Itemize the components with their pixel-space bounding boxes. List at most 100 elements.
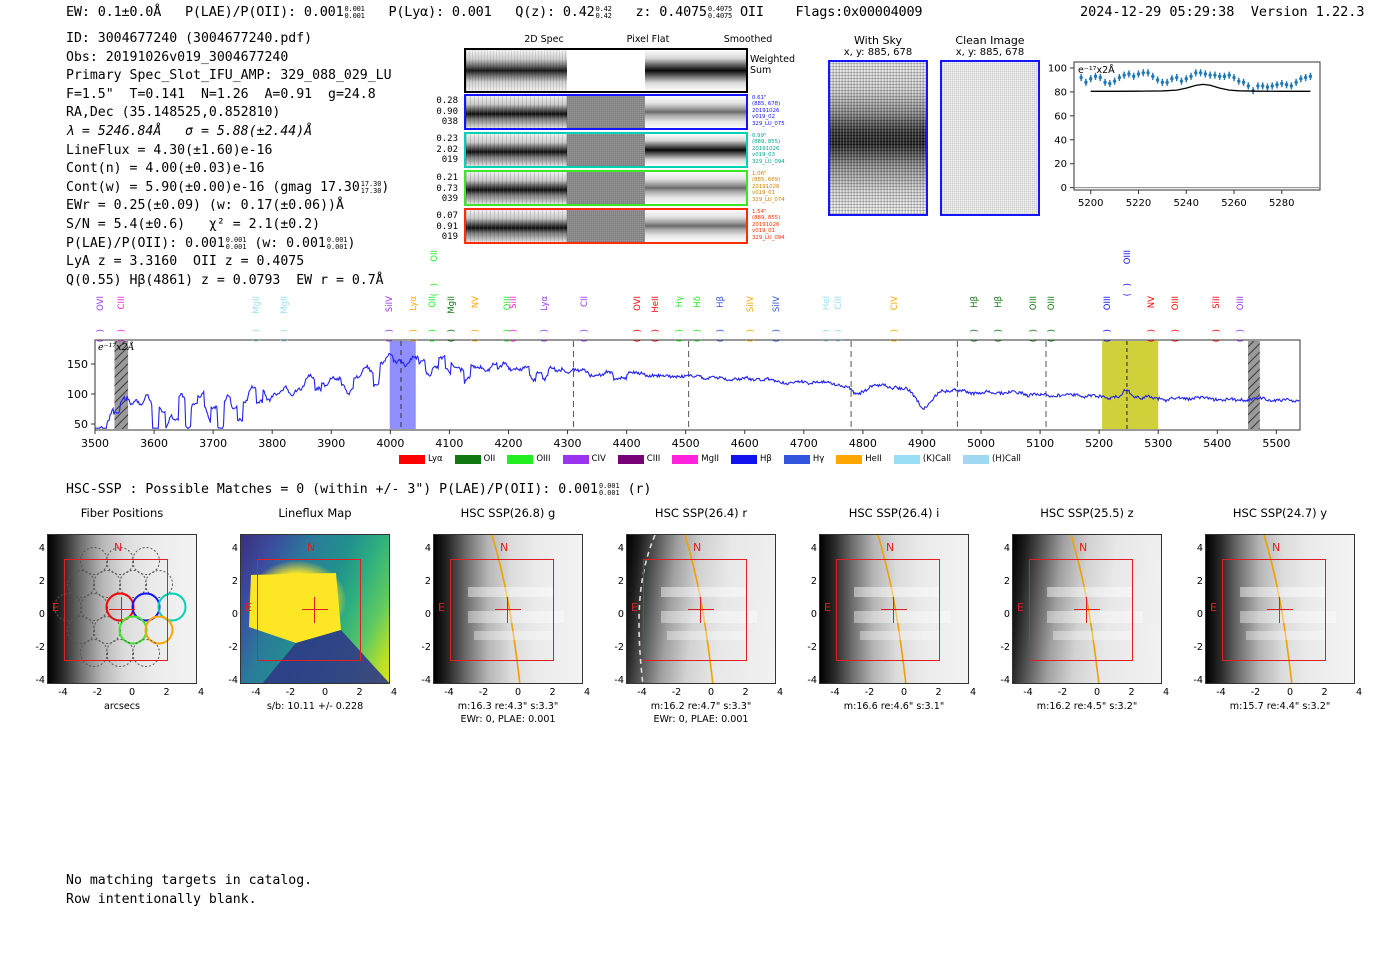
svg-text:20: 20 (1054, 159, 1067, 170)
thumbnail-ytick: 2 (231, 576, 238, 587)
footer-line-2: Row intentionally blank. (66, 891, 257, 907)
spec2d-col-title-0: 2D Spec (524, 34, 564, 45)
emission-line-label: MgII (447, 296, 458, 314)
svg-text:3800: 3800 (258, 437, 286, 450)
emission-line-label: OII (427, 296, 438, 308)
svg-text:4200: 4200 (494, 437, 522, 450)
emission-line-label: OVI (633, 296, 644, 311)
svg-text:4500: 4500 (672, 437, 700, 450)
header-plae-label: P(LAE)/P(OII): (184, 4, 296, 20)
cutout-subtitle-1: x, y: 885, 678 (955, 47, 1025, 58)
compass-east-label: E (1017, 601, 1024, 614)
compass-north-label: N (1272, 541, 1281, 554)
thumbnail-xtick: 0 (1093, 687, 1101, 698)
emission-line-label: OVI (95, 296, 106, 311)
thumbnail-xtick: -2 (92, 687, 103, 698)
thumbnail-xtick: 0 (900, 687, 908, 698)
compass-north-label: N (307, 541, 316, 554)
emission-line-bracket: ( ) (408, 328, 419, 344)
svg-text:5500: 5500 (1262, 437, 1290, 450)
emission-line-bracket: ( ) (674, 328, 685, 344)
emission-line-label: Hβ (716, 296, 727, 308)
emission-line-label: Hδ (692, 296, 703, 308)
zoom-emission-plot: 0 20 40 60 80 100 5200 5220 5240 5260 5280 e⁻¹⁷x2Å (1038, 50, 1328, 230)
thumbnail-xtick: 2 (935, 687, 942, 698)
thumbnail-ytick: 4 (1003, 543, 1010, 554)
thumbnail-caption-1: m:16.2 re:4.5" s:3.2" (1036, 701, 1138, 712)
emission-line-bracket: ( ) (540, 328, 551, 344)
emission-line-bracket: ( ) (1103, 328, 1114, 344)
fiber-right-labels-0: 0.61" (885, 678) 20191026 v019_02 329_LU… (752, 95, 785, 127)
fiber-right-labels-3: 1.54" (889, 855) 20191026 v019_01 329_LU… (752, 209, 785, 241)
legend-item: CIV (562, 454, 606, 464)
fiber-left-labels-1: 0.23 2.02 019 (436, 134, 458, 165)
svg-text:4400: 4400 (613, 437, 641, 450)
emission-line-label: CII (580, 296, 591, 307)
legend-label: MgII (701, 454, 720, 464)
legend-label: CIII (646, 454, 661, 464)
aperture-box (643, 559, 747, 661)
emission-line-bracket: ( ) (1235, 328, 1246, 344)
svg-text:5200: 5200 (1085, 437, 1113, 450)
svg-text:3900: 3900 (317, 437, 345, 450)
emission-line-bracket: ( ) (970, 328, 981, 344)
header-z-label: z: (635, 4, 652, 20)
emission-line-label: Lyα (408, 296, 419, 311)
thumbnail-title: HSC SSP(26.8) g (460, 506, 556, 520)
legend-label: Hγ (812, 454, 825, 464)
center-crosshair-v (507, 597, 509, 623)
cutout-with-sky: With Sky x, y: 885, 678 (828, 34, 928, 216)
emission-line-bracket: ( ) (95, 328, 106, 344)
emission-line-bracket: ( ) (822, 328, 833, 344)
thumbnail-xtick: -4 (58, 687, 68, 698)
emission-line-label: Lyα (540, 296, 551, 311)
legend-swatch (562, 454, 589, 464)
thumbnail-ytick: 2 (617, 576, 624, 587)
thumbnail-ytick: -2 (1000, 642, 1010, 653)
thumbnail-caption-1: m:16.3 re:4.3" s:3.3" (457, 701, 559, 712)
emission-line-label: CIII (834, 296, 845, 310)
compass-east-label: E (438, 601, 445, 614)
svg-text:e⁻¹⁷x2Å: e⁻¹⁷x2Å (1078, 64, 1115, 76)
cutout-image-with-sky (828, 60, 928, 216)
compass-north-label: N (693, 541, 702, 554)
emission-line-label: OIII (1029, 296, 1040, 311)
legend-swatch (836, 454, 863, 464)
legend-swatch (962, 454, 989, 464)
svg-text:5240: 5240 (1174, 198, 1199, 209)
fiber-row-1 (464, 132, 748, 168)
legend-item: (H)Call (962, 454, 1021, 464)
full-spectrum-plot: 50 100 150 3500 3600 3700 3800 3900 4000 4100 4200… (0, 250, 1400, 472)
info-seeing: F=1.5" T=0.141 N=1.26 A=0.91 g=24.8 (66, 86, 376, 102)
info-radec: RA,Dec (35.148525,0.852810) (66, 105, 281, 121)
legend-item: MgII (672, 454, 719, 464)
thumbnail-xtick: -4 (444, 687, 454, 698)
emission-line-label: HeI (822, 296, 833, 311)
legend-item: (K)Call (893, 454, 951, 464)
center-crosshair-v (1279, 597, 1281, 623)
thumbnail-ytick: -4 (1000, 675, 1010, 686)
emission-line-bracket: ( ) (1046, 328, 1057, 344)
emission-line-label: SiIV (385, 296, 396, 313)
aperture-box (1029, 559, 1133, 661)
svg-text:5400: 5400 (1203, 437, 1231, 450)
thumbnail-xtick: 2 (742, 687, 749, 698)
header-z-type: OII (739, 4, 764, 20)
info-q: Q(0.55) Hβ(4861) z = 0.0793 EW r = 0.7Å (66, 272, 384, 288)
info-id: ID: 3004677240 (3004677240.pdf) (66, 31, 313, 46)
header-qz-label: Q(z): (515, 4, 555, 20)
thumbnail-xtick: 4 (583, 687, 591, 698)
emission-line-label: Hβ (970, 296, 981, 308)
center-crosshair-v (1086, 597, 1088, 623)
thumbnail-ytick: 2 (1196, 576, 1203, 587)
legend-swatch (507, 454, 534, 464)
thumbnail-ytick: 4 (424, 543, 431, 554)
emission-line-bracket: ( ) (280, 328, 291, 344)
